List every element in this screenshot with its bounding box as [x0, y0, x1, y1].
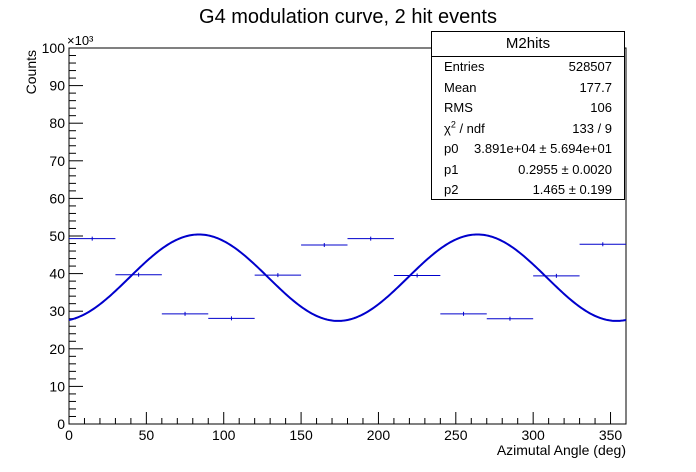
x-tick-label: 300 — [521, 427, 545, 443]
p1-value: 0.2955 ± 0.0020 — [518, 161, 612, 177]
y-tick-label: 20 — [49, 341, 65, 357]
y-tick-label: 70 — [49, 153, 65, 169]
x-tick-label: 250 — [444, 427, 468, 443]
rms-value: 106 — [590, 100, 612, 115]
chart-title: G4 modulation curve, 2 hit events — [199, 6, 497, 28]
x-tick-label: 200 — [367, 427, 391, 443]
stats-row-chi2: χ2 / ndf 133 / 9 — [432, 119, 624, 140]
x-tick-label: 150 — [289, 427, 313, 443]
p2-label: p2 — [444, 182, 459, 197]
chi-superscript: 2 — [450, 119, 456, 130]
chi2-value: 133 / 9 — [572, 120, 612, 136]
x-tick-label: 50 — [139, 427, 155, 443]
x-tick-label: 0 — [65, 427, 73, 443]
y-multiplier-label: ×10³ — [67, 33, 94, 48]
y-tick-label: 10 — [49, 378, 65, 394]
entries-value: 528507 — [568, 59, 612, 74]
y-tick-label: 40 — [49, 266, 65, 282]
y-tick-label: 100 — [42, 40, 66, 56]
x-tick-label: 100 — [212, 427, 236, 443]
stats-box: M2hits Entries 528507 Mean 177.7 RMS 106… — [431, 31, 625, 200]
fit-curve — [68, 233, 627, 322]
x-axis-title: Azimutal Angle (deg) — [497, 442, 626, 458]
mean-label: Mean — [444, 79, 477, 95]
y-tick-label: 80 — [49, 115, 65, 131]
stats-box-title: M2hits — [432, 32, 624, 57]
p2-value: 1.465 ± 0.199 — [532, 182, 612, 197]
mean-value: 177.7 — [579, 79, 612, 95]
stats-row-p2: p2 1.465 ± 0.199 — [432, 180, 624, 201]
stats-row-entries: Entries 528507 — [432, 57, 624, 78]
stats-row-p0: p0 3.891e+04 ± 5.694e+01 — [432, 139, 624, 160]
p0-value: 3.891e+04 ± 5.694e+01 — [474, 141, 612, 156]
p1-label: p1 — [444, 161, 459, 177]
p0-label: p0 — [444, 141, 459, 156]
y-axis-title: Counts — [23, 50, 39, 94]
y-tick-label: 30 — [49, 303, 65, 319]
x-tick-label: 350 — [599, 427, 623, 443]
ndf-text: / ndf — [455, 120, 485, 136]
y-tick-label: 90 — [49, 78, 65, 94]
entries-label: Entries — [444, 59, 485, 74]
chi2-label: χ2 / ndf — [444, 119, 485, 140]
chi-symbol: χ — [444, 120, 451, 136]
y-tick-label: 60 — [49, 190, 65, 206]
stats-row-mean: Mean 177.7 — [432, 78, 624, 99]
stats-row-p1: p1 0.2955 ± 0.0020 — [432, 160, 624, 181]
y-tick-label: 0 — [57, 416, 65, 432]
rms-label: RMS — [444, 100, 473, 115]
stats-row-rms: RMS 106 — [432, 98, 624, 119]
y-tick-label: 50 — [49, 228, 65, 244]
